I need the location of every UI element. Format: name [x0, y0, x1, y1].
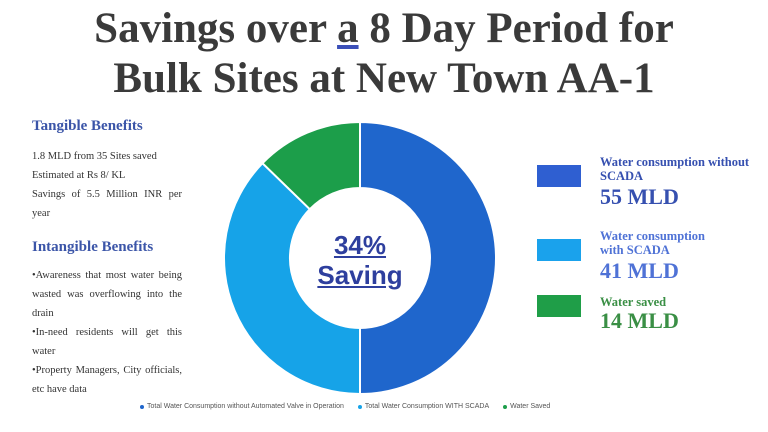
- donut-slice-2: [261, 120, 361, 211]
- intangible-heading: Intangible Benefits: [32, 239, 154, 255]
- saving-label: Saving: [317, 260, 403, 290]
- tangible-heading: Tangible Benefits: [32, 118, 143, 134]
- summary-value: 55 MLD: [600, 184, 679, 209]
- summary-swatch: [537, 295, 581, 317]
- donut-slice-1: [223, 161, 361, 396]
- summary-swatch: [537, 165, 581, 187]
- legend-item: Total Water Consumption without Automate…: [140, 403, 344, 410]
- intangible-bullet: •Awareness that most water being wasted …: [32, 270, 182, 319]
- donut-center-label: 34% Saving: [300, 230, 420, 290]
- title-line-2: Bulk Sites at New Town AA-1: [113, 55, 655, 102]
- chart-legend: Total Water Consumption without Automate…: [140, 403, 660, 410]
- donut-chart: [223, 120, 497, 396]
- legend-label: Water Saved: [510, 403, 551, 410]
- summary-label: Water saved: [600, 295, 667, 309]
- legend-label: Total Water Consumption WITH SCADA: [364, 403, 490, 410]
- benefits-panel: Tangible Benefits 1.8 MLD from 35 Sites …: [32, 118, 182, 399]
- summary-label: Water consumption with SCADA: [600, 229, 705, 257]
- tangible-line: Savings of 5.5 Million INR per year: [32, 189, 182, 219]
- title-underlined-word: a: [337, 5, 359, 52]
- legend-item: Total Water Consumption WITH SCADA: [357, 403, 490, 410]
- saving-percent: 34%: [333, 230, 387, 260]
- donut-slice-0: [359, 120, 497, 396]
- title-line-1-start: Savings over: [94, 5, 338, 52]
- summary-value: 41 MLD: [600, 258, 679, 283]
- summary-swatch: [537, 239, 581, 261]
- legend-swatch: [357, 404, 362, 409]
- legend-swatch: [140, 404, 144, 409]
- title-line-1: Savings over a 8 Day Period for: [0, 4, 768, 54]
- summary-label: Water consumption without SCADA: [600, 155, 750, 183]
- tangible-line: Estimated at Rs 8/ KL: [32, 170, 126, 181]
- legend-label: Total Water Consumption without Automate…: [147, 403, 344, 410]
- intangible-bullet: •In-need residents will get this water: [32, 327, 182, 357]
- title-line-1-end: 8 Day Period for: [358, 5, 674, 52]
- legend-item: Water Saved: [503, 403, 550, 410]
- page-title: Savings over a 8 Day Period for Bulk Sit…: [0, 4, 768, 104]
- summary-value: 14 MLD: [600, 308, 679, 333]
- tangible-line: 1.8 MLD from 35 Sites saved: [32, 151, 157, 162]
- legend-swatch: [503, 404, 508, 409]
- intangible-bullet: •Property Managers, City officials, etc …: [32, 365, 182, 395]
